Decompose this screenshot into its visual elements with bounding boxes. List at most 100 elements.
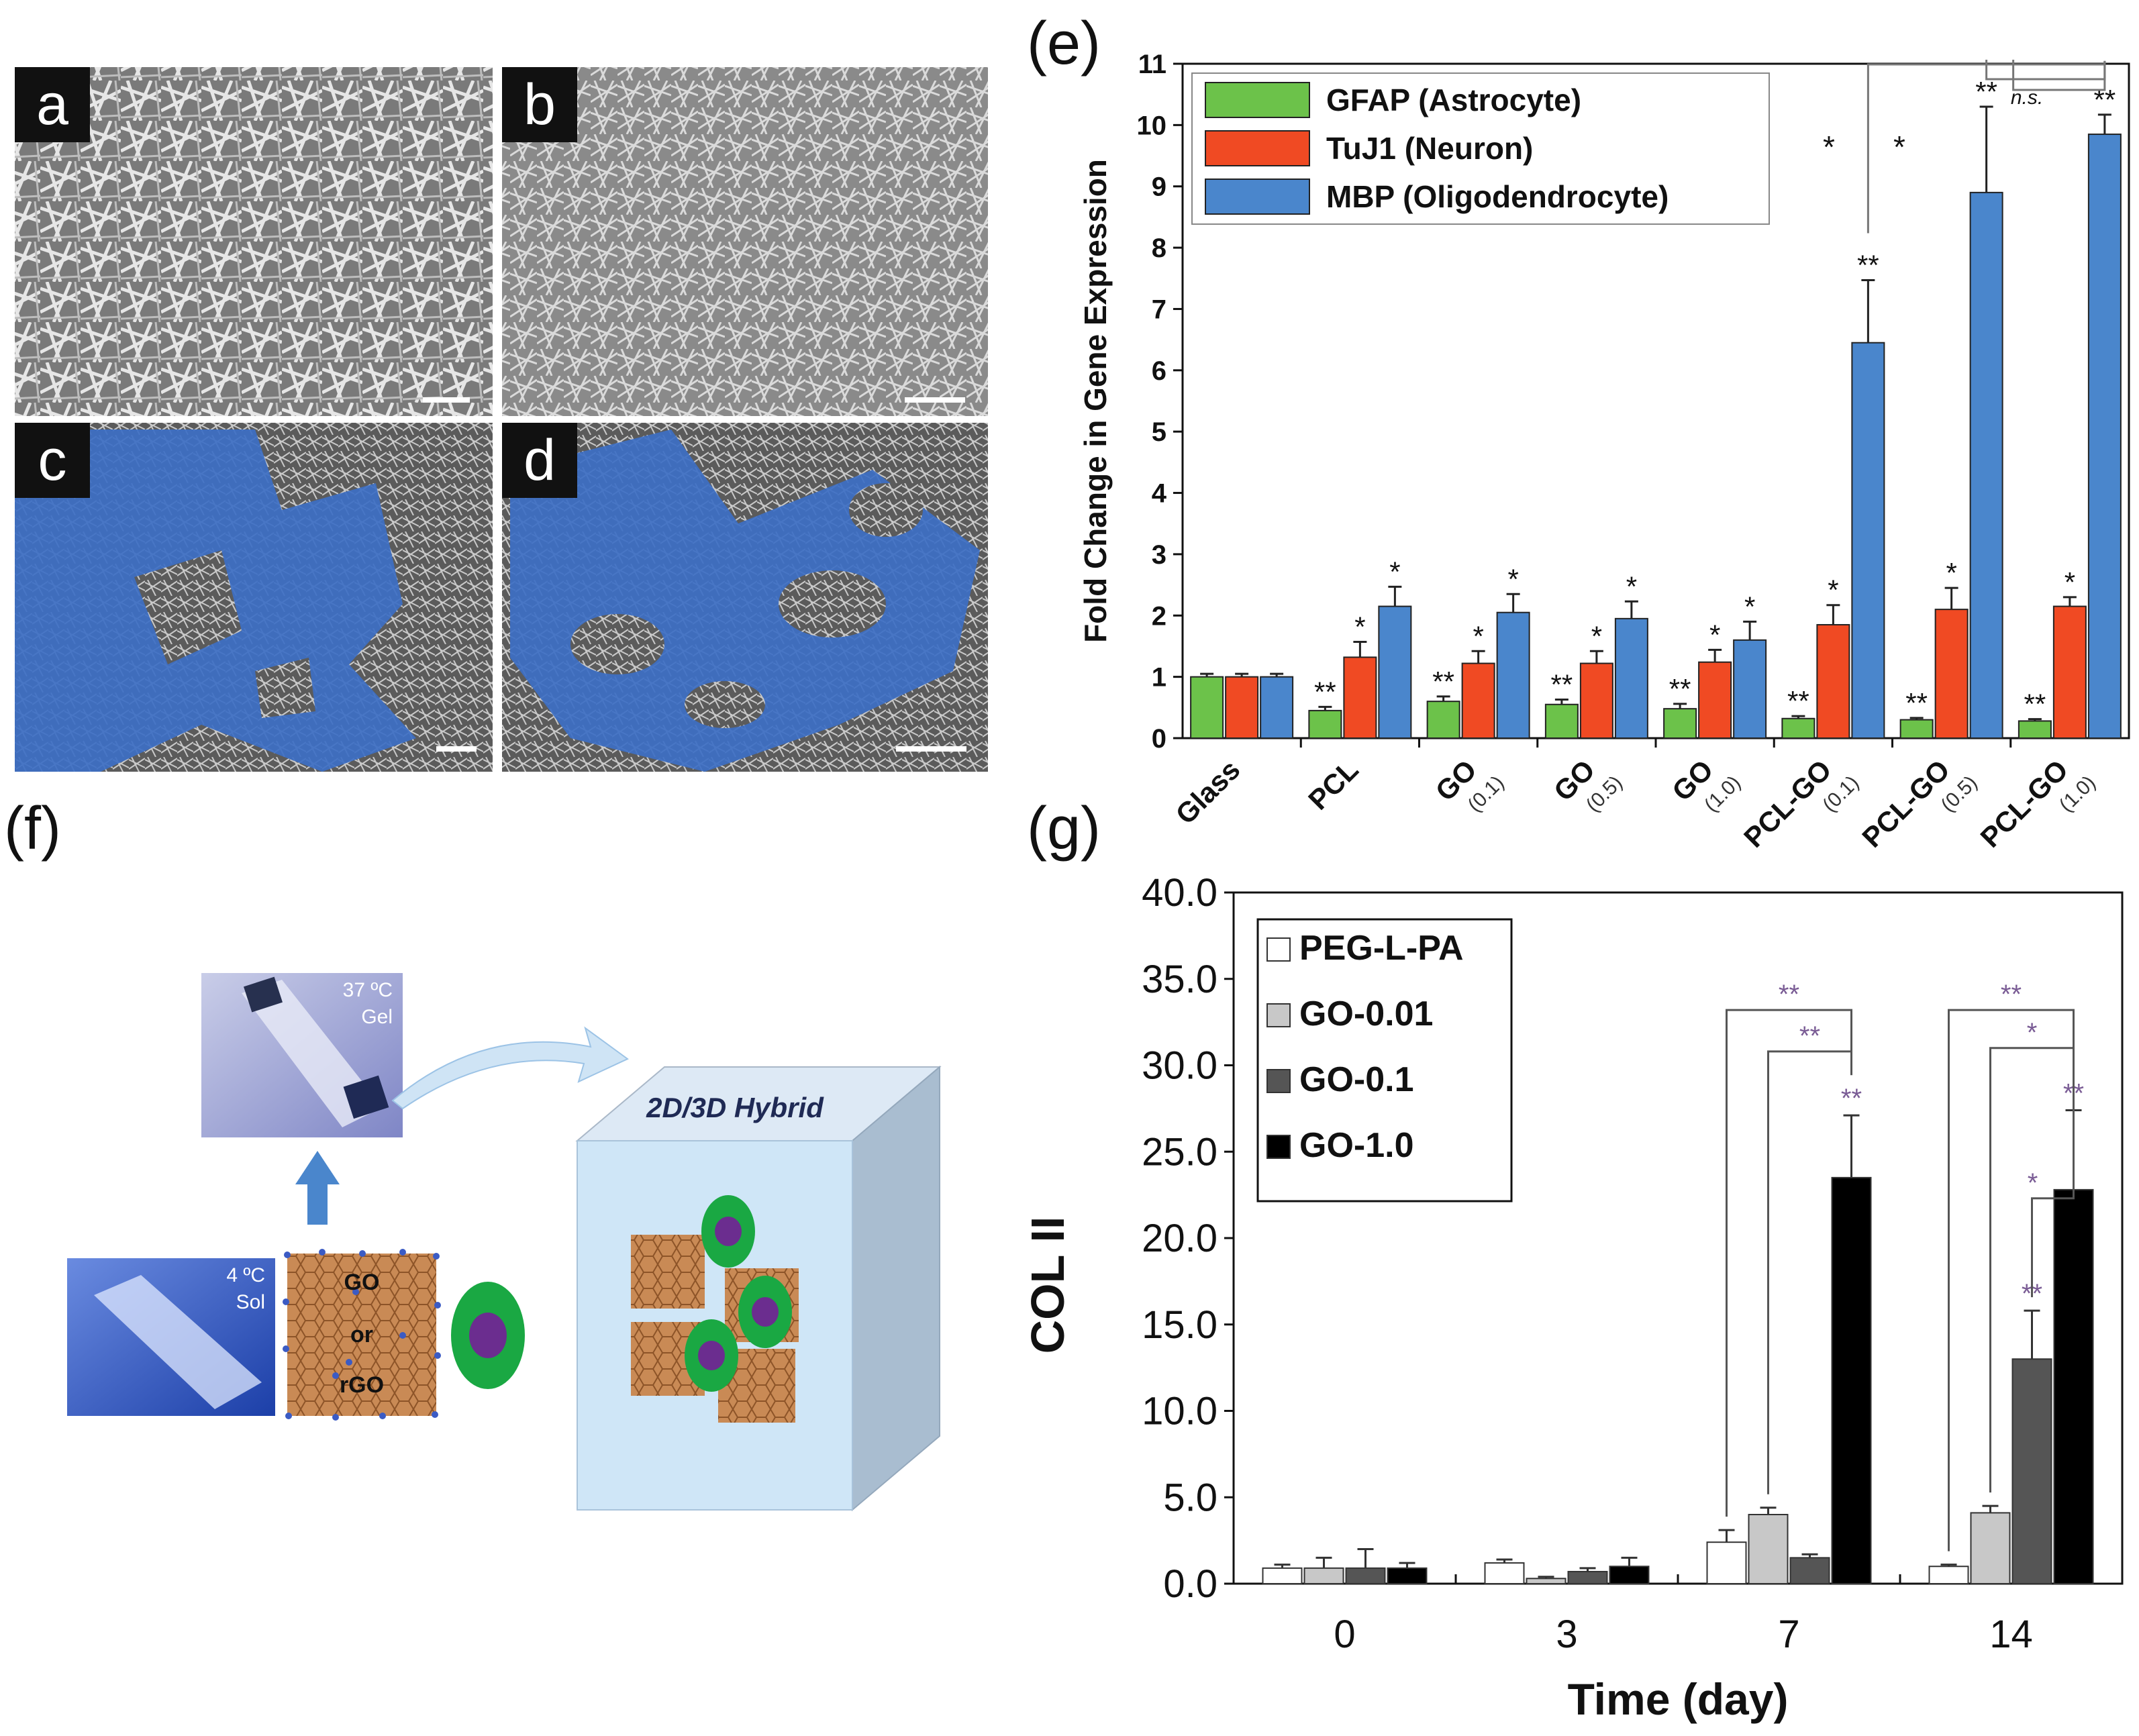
gel-vial-photo: 37 ºC Gel [201, 973, 403, 1137]
legend-swatch [1266, 1069, 1291, 1093]
x-tick-label: 7 [1778, 1613, 1799, 1656]
significance-mark: ** [1841, 1084, 1862, 1113]
bar [1496, 611, 1530, 739]
bar [1260, 676, 1294, 739]
x-tick-label: 0 [1334, 1613, 1355, 1656]
y-tick-label: 35.0 [1142, 958, 1217, 1001]
go-sheet: GO or rGO [283, 1249, 441, 1421]
legend-swatch [1205, 130, 1310, 166]
significance-mark: ** [1787, 685, 1809, 717]
y-tick-label: 15.0 [1142, 1303, 1217, 1347]
significance-mark: * [1709, 619, 1720, 650]
x-tick-label: PCL [1302, 754, 1364, 816]
x-tick-label: 3 [1556, 1613, 1577, 1656]
bar [1262, 1567, 1303, 1584]
sol-temp-label: 4 ºC [226, 1264, 265, 1286]
legend-label: GO-0.01 [1299, 994, 1433, 1033]
up-arrow-icon [295, 1151, 340, 1225]
panel-label-c: c [38, 428, 67, 493]
significance-mark: * [1354, 611, 1365, 643]
significance-mark: ** [1551, 668, 1573, 700]
sem-panel-d: d [502, 423, 988, 772]
legend-label: GFAP (Astrocyte) [1326, 83, 1581, 117]
significance-mark: * [1626, 570, 1637, 602]
bar [2018, 720, 2052, 739]
significance-mark: ** [1669, 673, 1691, 705]
legend-swatch [1266, 937, 1291, 962]
bar [1303, 1567, 1344, 1584]
comparison-bracket [1948, 1009, 2075, 1551]
significance-mark: * [1744, 591, 1755, 622]
significance-mark: ** [1314, 676, 1336, 707]
significance-mark: * [1591, 620, 1602, 652]
y-tick-label: 10.0 [1142, 1390, 1217, 1433]
comparison-mark: * [1893, 130, 1905, 164]
significance-mark: * [1473, 620, 1483, 652]
y-tick-label: 7 [1152, 295, 1166, 324]
significance-mark: * [2065, 566, 2075, 598]
significance-mark: * [1828, 574, 1838, 606]
bar [1308, 709, 1342, 739]
significance-mark: * [1389, 556, 1400, 587]
x-axis-label: Time (day) [1568, 1674, 1789, 1724]
cube-title: 2D/3D Hybrid [646, 1092, 824, 1123]
hybrid-cube: 2D/3D Hybrid [575, 1065, 942, 1512]
y-tick-label: 11 [1138, 50, 1166, 79]
sem-panel-a: a [15, 67, 493, 416]
bar [1378, 605, 1412, 739]
bar [1614, 617, 1648, 739]
comparison-bracket [1985, 59, 2106, 81]
gel-temp-label: 37 ºC [343, 979, 393, 1001]
bar [1733, 639, 1767, 739]
x-tick-label: Glass [1169, 754, 1246, 830]
y-tick-label: 1 [1152, 663, 1166, 693]
bar [1225, 676, 1259, 739]
y-tick-label: 0.0 [1163, 1562, 1217, 1606]
sol-state-label: Sol [236, 1291, 265, 1313]
sheet-text-1: GO [344, 1270, 380, 1295]
diagram-f: 37 ºC Gel 4 ºC Sol GO or [67, 973, 942, 1512]
scale-bar [896, 746, 966, 752]
y-tick-label: 20.0 [1142, 1217, 1217, 1260]
panel-label-d: d [524, 428, 556, 493]
y-tick-label: 2 [1152, 601, 1166, 631]
gel-state-label: Gel [361, 1006, 393, 1028]
bar [2087, 134, 2122, 739]
comparison-mark: * [1823, 130, 1835, 164]
comparison-mark: * [2027, 1018, 2038, 1048]
chart-g: 0.0 5.0 10.0 15.0 20.0 25.0 30.0 35.0 40.0 COL II… [1022, 871, 2124, 1724]
bar [1706, 1541, 1747, 1584]
bar [1970, 1512, 2011, 1585]
sol-vial-photo: 4 ºC Sol [67, 1258, 275, 1416]
significance-mark: ** [1975, 76, 1997, 107]
comparison-mark: ** [1799, 1021, 1820, 1051]
significance-mark: ** [1432, 666, 1454, 697]
bar [1969, 191, 2003, 739]
bar [1345, 1567, 1386, 1584]
comparison-mark: ** [1779, 980, 1799, 1009]
scale-bar [423, 397, 470, 403]
legend-swatch [1266, 1135, 1291, 1159]
y-tick-label: 5 [1152, 417, 1166, 447]
bar [1789, 1557, 1830, 1584]
panel-label-b: b [524, 72, 556, 137]
bar [1544, 703, 1579, 739]
legend-label: TuJ1 (Neuron) [1326, 131, 1533, 166]
bar [1567, 1570, 1608, 1585]
comparison-mark: ** [2001, 980, 2022, 1009]
sem-panel-c: c [15, 423, 493, 772]
bar [1831, 1176, 1872, 1584]
bar [1484, 1562, 1525, 1585]
legend-label: GO-0.1 [1299, 1060, 1414, 1099]
bar [1579, 662, 1613, 739]
y-tick-label: 40.0 [1142, 871, 1217, 915]
legend-label: PEG-L-PA [1299, 929, 1464, 968]
comparison-bracket [2012, 59, 2106, 91]
legend-swatch [1266, 1003, 1291, 1027]
legend-box [1256, 918, 1513, 1203]
y-tick-label: 5.0 [1163, 1476, 1217, 1519]
y-tick-label: 8 [1152, 234, 1166, 263]
curved-arrow-icon [391, 1026, 629, 1110]
y-tick-label: 30.0 [1142, 1044, 1217, 1088]
